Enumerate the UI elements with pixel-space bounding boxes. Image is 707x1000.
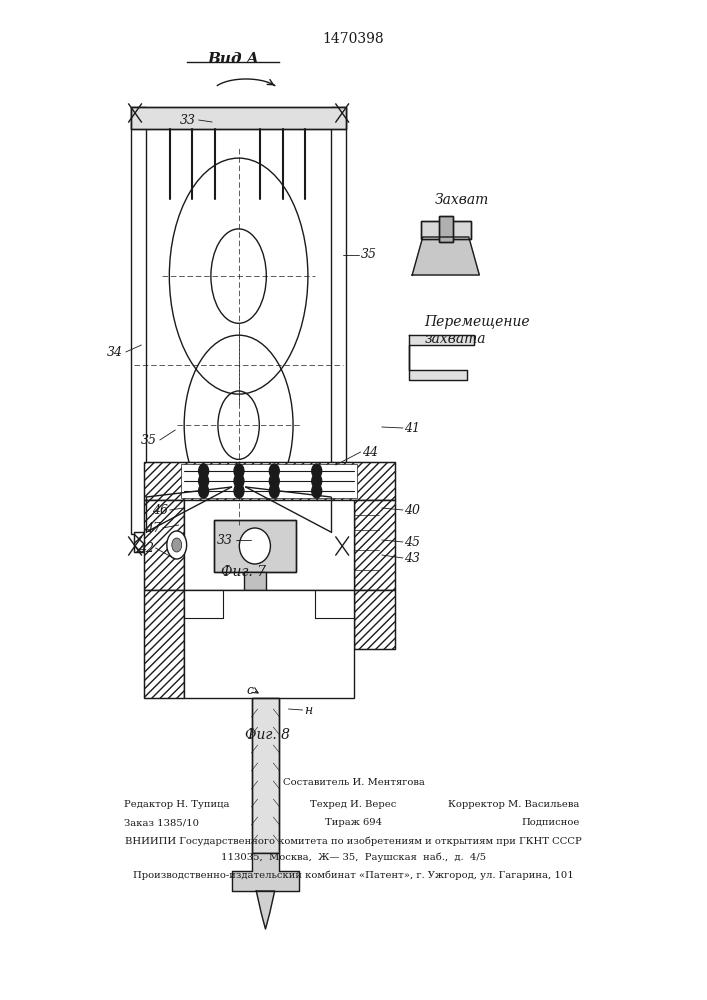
Text: 45: 45 (404, 536, 421, 548)
Bar (252, 698, 279, 853)
Bar (439, 216, 453, 242)
Text: Производственно-издательский комбинат «Патент», г. Ужгород, ул. Гагарина, 101: Производственно-издательский комбинат «П… (133, 870, 574, 880)
Text: 46: 46 (152, 504, 168, 516)
Text: ВНИИПИ Государственного комитета по изобретениям и открытиям при ГКНТ СССР: ВНИИПИ Государственного комитета по изоб… (125, 836, 582, 846)
Circle shape (234, 464, 244, 478)
Circle shape (199, 484, 209, 498)
Bar (144, 462, 395, 500)
Circle shape (269, 474, 279, 488)
Circle shape (234, 474, 244, 488)
Bar (131, 107, 346, 129)
Text: 40: 40 (404, 504, 421, 516)
Circle shape (234, 484, 244, 498)
Circle shape (172, 538, 182, 552)
Bar (354, 590, 395, 649)
Bar (131, 107, 346, 129)
Text: 35: 35 (361, 248, 377, 261)
Text: Техред И. Верес: Техред И. Верес (310, 800, 397, 809)
Bar (421, 221, 471, 239)
Bar (144, 500, 184, 590)
Bar (331, 107, 346, 534)
Text: Фиг. 8: Фиг. 8 (245, 728, 290, 742)
Circle shape (312, 464, 322, 478)
Text: 42: 42 (138, 542, 154, 554)
Polygon shape (256, 891, 274, 929)
Bar (214, 520, 296, 572)
Text: Захват: Захват (435, 193, 489, 207)
Circle shape (312, 484, 322, 498)
Circle shape (269, 484, 279, 498)
Circle shape (167, 531, 187, 559)
Text: 33: 33 (180, 113, 195, 126)
Circle shape (199, 464, 209, 478)
Text: Редактор Н. Тупица: Редактор Н. Тупица (124, 800, 229, 809)
Bar (354, 500, 395, 590)
Bar (144, 590, 184, 698)
Text: 43: 43 (404, 552, 421, 564)
Bar (144, 590, 184, 698)
Text: н: н (304, 704, 312, 716)
Text: Тираж 694: Тираж 694 (325, 818, 382, 827)
Polygon shape (412, 237, 479, 275)
Text: Фиг. 7: Фиг. 7 (221, 565, 267, 579)
Bar (131, 107, 146, 534)
Bar (184, 590, 354, 698)
Text: 47: 47 (145, 522, 161, 534)
Ellipse shape (239, 528, 270, 564)
Text: Подписное: Подписное (521, 818, 580, 827)
Bar (134, 532, 343, 552)
Bar (181, 464, 357, 498)
Bar (252, 698, 279, 853)
Polygon shape (409, 335, 474, 380)
Text: 33: 33 (217, 534, 233, 546)
Text: 44: 44 (362, 446, 378, 458)
Bar (354, 500, 395, 590)
Bar (439, 216, 453, 242)
Text: Перемещение: Перемещение (424, 315, 530, 329)
Text: c: c (246, 684, 253, 696)
Circle shape (269, 464, 279, 478)
Bar (184, 500, 354, 590)
Bar (421, 221, 471, 239)
Text: 41: 41 (404, 422, 421, 434)
Bar (144, 500, 184, 590)
Polygon shape (232, 853, 298, 891)
Text: 1470398: 1470398 (322, 32, 385, 46)
Circle shape (312, 474, 322, 488)
Circle shape (199, 474, 209, 488)
Text: Заказ 1385/10: Заказ 1385/10 (124, 818, 199, 827)
Bar (214, 520, 296, 572)
Bar (144, 462, 395, 500)
Bar (243, 572, 266, 590)
Text: Корректор М. Васильева: Корректор М. Васильева (448, 800, 580, 809)
Text: 34: 34 (107, 346, 122, 359)
Text: Составитель И. Ментягова: Составитель И. Ментягова (283, 778, 424, 787)
Text: Вид A: Вид A (207, 52, 259, 66)
Bar (134, 532, 343, 552)
Text: 113035,  Москва,  Ж— 35,  Раушская  наб.,  д.  4/5: 113035, Москва, Ж— 35, Раушская наб., д.… (221, 853, 486, 862)
Bar (354, 590, 395, 649)
Text: захвата: захвата (424, 332, 486, 346)
Text: 35: 35 (141, 434, 156, 446)
